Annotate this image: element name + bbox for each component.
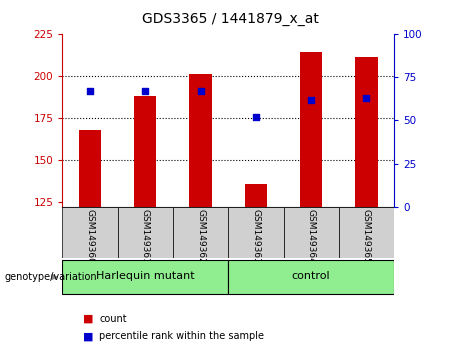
Point xyxy=(86,88,94,94)
Text: ■: ■ xyxy=(83,331,94,341)
Bar xyxy=(228,260,394,294)
Text: GSM149362: GSM149362 xyxy=(196,209,205,263)
Text: count: count xyxy=(99,314,127,324)
Text: GSM149363: GSM149363 xyxy=(251,209,260,263)
Bar xyxy=(355,57,378,207)
Bar xyxy=(189,74,212,207)
Bar xyxy=(339,207,394,258)
Bar xyxy=(228,207,284,258)
Text: GDS3365 / 1441879_x_at: GDS3365 / 1441879_x_at xyxy=(142,12,319,27)
Text: genotype/variation: genotype/variation xyxy=(5,272,97,282)
Bar xyxy=(245,183,267,207)
Bar xyxy=(284,207,339,258)
Point xyxy=(252,114,260,120)
Text: GSM149360: GSM149360 xyxy=(85,209,95,263)
Point xyxy=(363,95,370,101)
Text: percentile rank within the sample: percentile rank within the sample xyxy=(99,331,264,341)
Bar xyxy=(62,207,118,258)
Bar xyxy=(134,96,156,207)
Bar xyxy=(62,260,228,294)
Bar xyxy=(300,52,322,207)
Text: GSM149361: GSM149361 xyxy=(141,209,150,263)
Bar xyxy=(118,207,173,258)
Text: GSM149364: GSM149364 xyxy=(307,209,316,263)
Point xyxy=(307,97,315,102)
Text: ■: ■ xyxy=(83,314,94,324)
Text: GSM149365: GSM149365 xyxy=(362,209,371,263)
Point xyxy=(142,88,149,94)
Bar xyxy=(173,207,228,258)
Text: Harlequin mutant: Harlequin mutant xyxy=(96,271,195,281)
Bar xyxy=(79,130,101,207)
Text: control: control xyxy=(292,271,331,281)
Point xyxy=(197,88,204,94)
